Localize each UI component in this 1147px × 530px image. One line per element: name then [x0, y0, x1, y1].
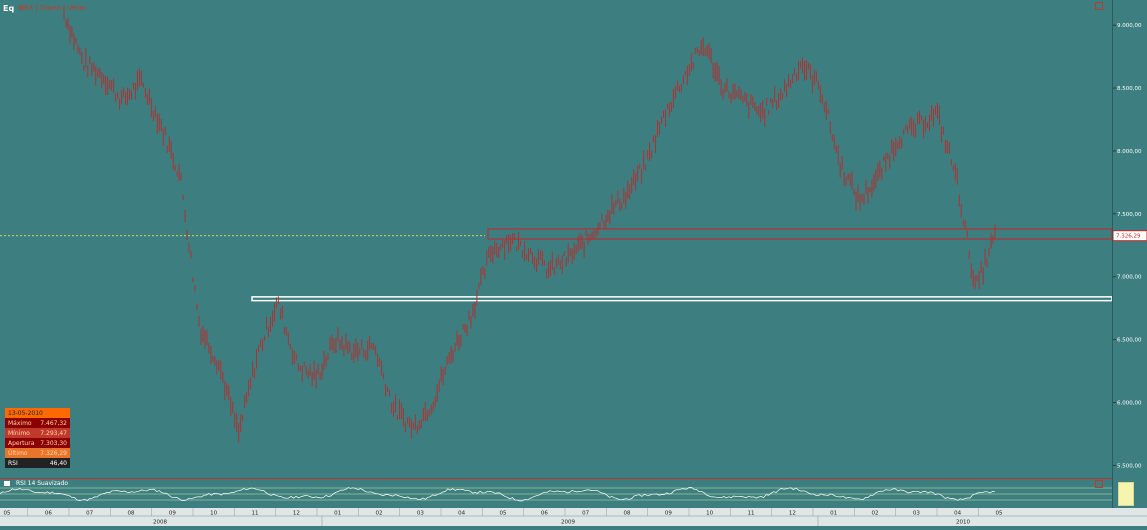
date-axis: 05 06 07 08 09 10 11 12 01 02 03 04 05 06 07 08 09 10 11 12… — [0, 508, 1147, 526]
month-label: 06 — [541, 511, 548, 517]
price-tick-label: 5.500,00 — [1117, 463, 1142, 469]
ohlc-info-box: 13-05-2010 Máximo 7.467,32 Mínimo 7.293,… — [5, 408, 70, 468]
month-label: 11 — [252, 511, 259, 517]
price-tick-label: 6.500,00 — [1117, 338, 1142, 344]
year-label: 2008 — [153, 520, 167, 526]
month-label: 05 — [500, 511, 507, 517]
info-row-close: Último 7.326,29 — [5, 448, 70, 458]
chart-title-bar: Eq IBEX | Diario | Velas — [3, 2, 86, 14]
month-label: 07 — [582, 511, 589, 517]
info-date: 13-05-2010 — [8, 409, 43, 417]
month-label: 12 — [789, 511, 796, 517]
month-label: 07 — [86, 511, 93, 517]
info-row-high: Máximo 7.467,32 — [5, 418, 70, 428]
info-label: RSI — [8, 459, 18, 467]
panel-maximize-icon[interactable] — [1095, 2, 1103, 10]
month-label: 01 — [830, 511, 837, 517]
rsi-close-icon[interactable] — [1095, 480, 1103, 488]
price-panel[interactable] — [0, 0, 1113, 478]
rsi-panel[interactable] — [0, 478, 1112, 509]
month-label: 08 — [624, 511, 631, 517]
rsi-level-box — [1118, 482, 1134, 506]
rsi-chart — [0, 487, 1112, 502]
rsi-indicator-icon[interactable] — [4, 481, 10, 486]
info-label: Máximo — [8, 419, 32, 427]
price-tick-label: 7.000,00 — [1117, 275, 1142, 281]
info-label: Mínimo — [8, 429, 30, 437]
month-label: 11 — [748, 511, 755, 517]
month-label: 06 — [45, 511, 52, 517]
month-label: 04 — [954, 511, 961, 517]
month-label: 03 — [913, 511, 920, 517]
month-label: 01 — [334, 511, 341, 517]
month-label: 09 — [169, 511, 176, 517]
info-row-rsi: RSI 46,40 — [5, 458, 70, 468]
info-label: Último — [8, 449, 28, 457]
price-tick-label: 8.500,00 — [1117, 86, 1142, 92]
info-value: 7.303,30 — [40, 439, 67, 447]
price-tick-label: 7.500,00 — [1117, 212, 1142, 218]
chart-title: IBEX | Diario | Velas — [17, 4, 87, 12]
eq-icon[interactable]: Eq — [3, 3, 15, 13]
year-label: 2010 — [956, 520, 970, 526]
month-label: 08 — [128, 511, 135, 517]
info-label: Apertura — [8, 439, 35, 447]
current-price-tag — [1112, 230, 1147, 242]
month-label: 02 — [376, 511, 383, 517]
support-zone — [251, 296, 1113, 302]
price-tick-label: 9.000,00 — [1117, 23, 1142, 29]
month-label: 05 — [996, 511, 1003, 517]
resistance-zone — [487, 228, 1113, 240]
year-label: 2009 — [561, 520, 575, 526]
rsi-label[interactable]: RSI 14 Suavizado — [16, 480, 69, 487]
date-axis-svg: 05 06 07 08 09 10 11 12 01 02 03 04 05 06 07 08 09 10 11 12… — [0, 508, 1147, 526]
month-label: 03 — [417, 511, 424, 517]
month-label: 05 — [4, 511, 11, 517]
month-label: 12 — [293, 511, 300, 517]
price-tick-label: 8.000,00 — [1117, 149, 1142, 155]
price-axis: 9.000,00 8.500,00 8.000,00 7.500,00 7.000,00… — [1112, 0, 1147, 478]
info-value: 7.326,29 — [40, 449, 67, 457]
month-label: 02 — [872, 511, 879, 517]
month-label: 04 — [458, 511, 465, 517]
month-label: 10 — [210, 511, 217, 517]
info-row-open: Apertura 7.303,30 — [5, 438, 70, 448]
price-axis-svg: 9.000,00 8.500,00 8.000,00 7.500,00 7.000,00… — [1112, 23, 1147, 469]
price-chart — [0, 5, 1113, 443]
rsi-line — [0, 487, 996, 502]
info-value: 7.293,47 — [40, 429, 67, 437]
info-value: 7.467,32 — [40, 419, 67, 427]
info-date-row: 13-05-2010 — [5, 408, 70, 418]
price-tick-label: 6.000,00 — [1117, 401, 1142, 407]
month-label: 09 — [665, 511, 672, 517]
month-label: 10 — [706, 511, 713, 517]
info-row-low: Mínimo 7.293,47 — [5, 428, 70, 438]
current-price-tag-label: 7.326,29 — [1116, 234, 1141, 240]
info-value: 46,40 — [49, 459, 67, 467]
